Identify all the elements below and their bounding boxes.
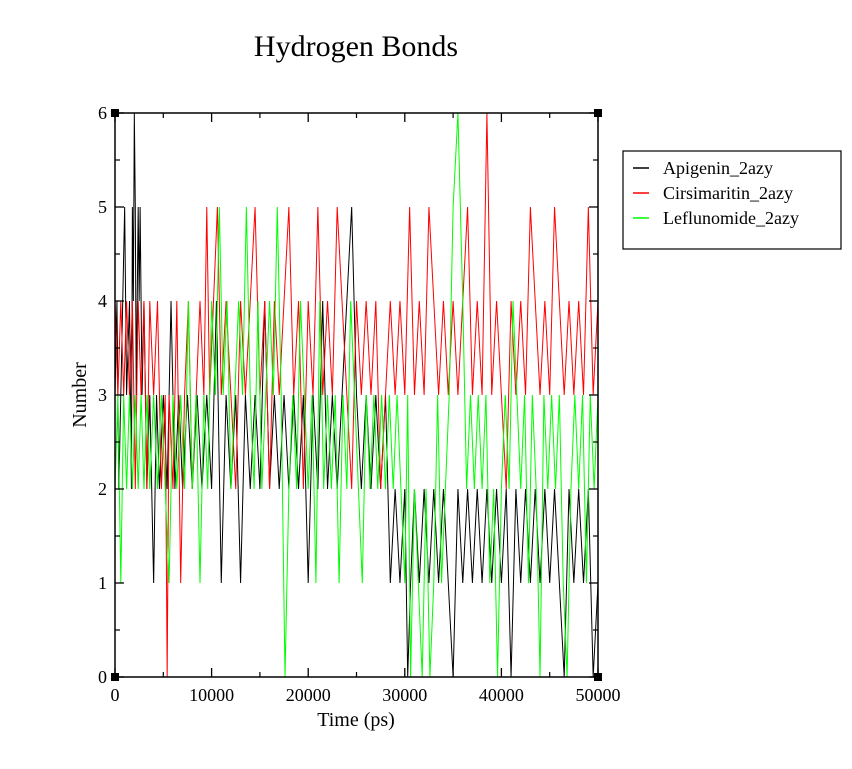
x-tick-label-1: 10000: [189, 685, 234, 705]
x-tick-label-2: 20000: [286, 685, 331, 705]
corner-marker-2: [111, 673, 119, 681]
legend-items: Apigenin_2azy Cirsimaritin_2azy Leflunomid…: [633, 158, 799, 228]
y-tick-label-6: 6: [98, 103, 107, 123]
series-line-2: [114, 112, 599, 678]
legend-box: [622, 150, 842, 250]
x-tick-label-3: 30000: [382, 685, 427, 705]
x-tick-label-4: 40000: [479, 685, 524, 705]
legend-label-1: Cirsimaritin_2azy: [663, 183, 793, 203]
y-tick-label-4: 4: [98, 291, 107, 311]
legend-label-2: Leflunomide_2azy: [663, 208, 799, 228]
x-axis-label: Time (ps): [317, 709, 395, 731]
x-tick-label-0: 0: [111, 685, 120, 705]
axes-layer: 0 10000 20000 30000 40000 50000 0 1 2 3 4 5 6: [98, 103, 621, 705]
y-tick-label-5: 5: [98, 197, 107, 217]
y-tick-label-3: 3: [98, 385, 107, 405]
y-axis-label: Number: [69, 362, 91, 428]
corner-marker-3: [594, 673, 602, 681]
y-tick-label-1: 1: [98, 573, 107, 593]
y-tick-label-2: 2: [98, 479, 107, 499]
chart-title: Hydrogen Bonds: [254, 30, 458, 63]
corner-marker-0: [111, 109, 119, 117]
legend-label-0: Apigenin_2azy: [663, 158, 773, 178]
x-tick-label-5: 50000: [576, 685, 621, 705]
legend: Apigenin_2azy Cirsimaritin_2azy Leflunomid…: [622, 150, 842, 250]
series-layer: [114, 112, 599, 678]
corner-marker-1: [594, 109, 602, 117]
series-line-1: [114, 112, 599, 678]
y-tick-label-0: 0: [98, 667, 107, 687]
